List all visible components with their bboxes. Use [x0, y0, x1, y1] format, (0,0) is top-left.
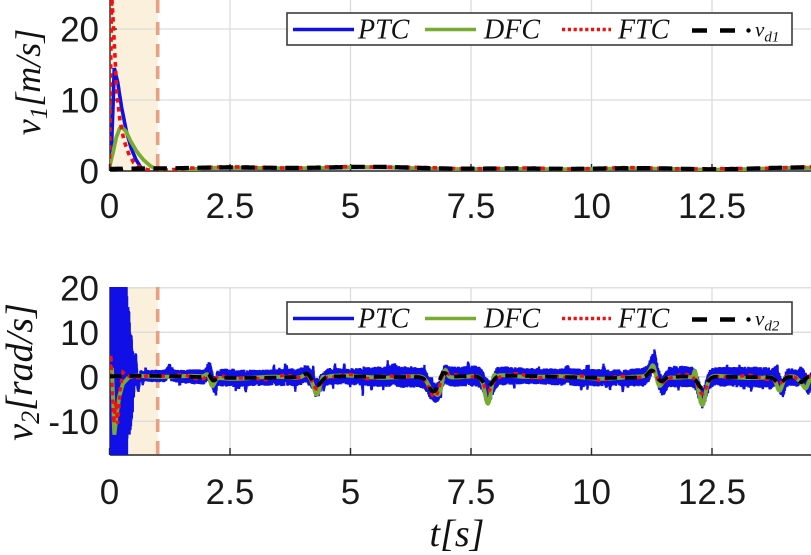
svg-text:5: 5: [341, 473, 360, 512]
svg-text:PTC: PTC: [357, 15, 410, 46]
svg-text:2.5: 2.5: [206, 473, 255, 512]
svg-text:0: 0: [100, 473, 119, 512]
svg-text:t[s]: t[s]: [430, 513, 485, 555]
svg-text:5: 5: [341, 187, 360, 226]
svg-text:20: 20: [60, 11, 99, 50]
svg-text:10: 10: [60, 82, 99, 121]
svg-text:0: 0: [100, 187, 119, 226]
svg-text:2.5: 2.5: [206, 187, 255, 226]
svg-text:PTC: PTC: [357, 304, 410, 335]
svg-text:7.5: 7.5: [447, 473, 496, 512]
svg-text:10: 10: [60, 314, 99, 353]
svg-text:10: 10: [572, 187, 611, 226]
svg-text:0: 0: [80, 358, 99, 397]
svg-text:12.5: 12.5: [678, 187, 746, 226]
svg-text:-10: -10: [48, 403, 99, 442]
svg-text:12.5: 12.5: [678, 473, 746, 512]
svg-text:10: 10: [572, 473, 611, 512]
svg-text:20: 20: [60, 269, 99, 308]
svg-text:0: 0: [80, 153, 99, 192]
svg-text:DFC: DFC: [483, 304, 540, 335]
svg-text:FTC: FTC: [617, 304, 670, 335]
svg-text:7.5: 7.5: [447, 187, 496, 226]
svg-text:v1[m/s]: v1[m/s]: [8, 29, 53, 136]
svg-text:v2[rad/s]: v2[rad/s]: [0, 303, 45, 441]
svg-text:DFC: DFC: [483, 15, 540, 46]
svg-text:FTC: FTC: [617, 15, 670, 46]
